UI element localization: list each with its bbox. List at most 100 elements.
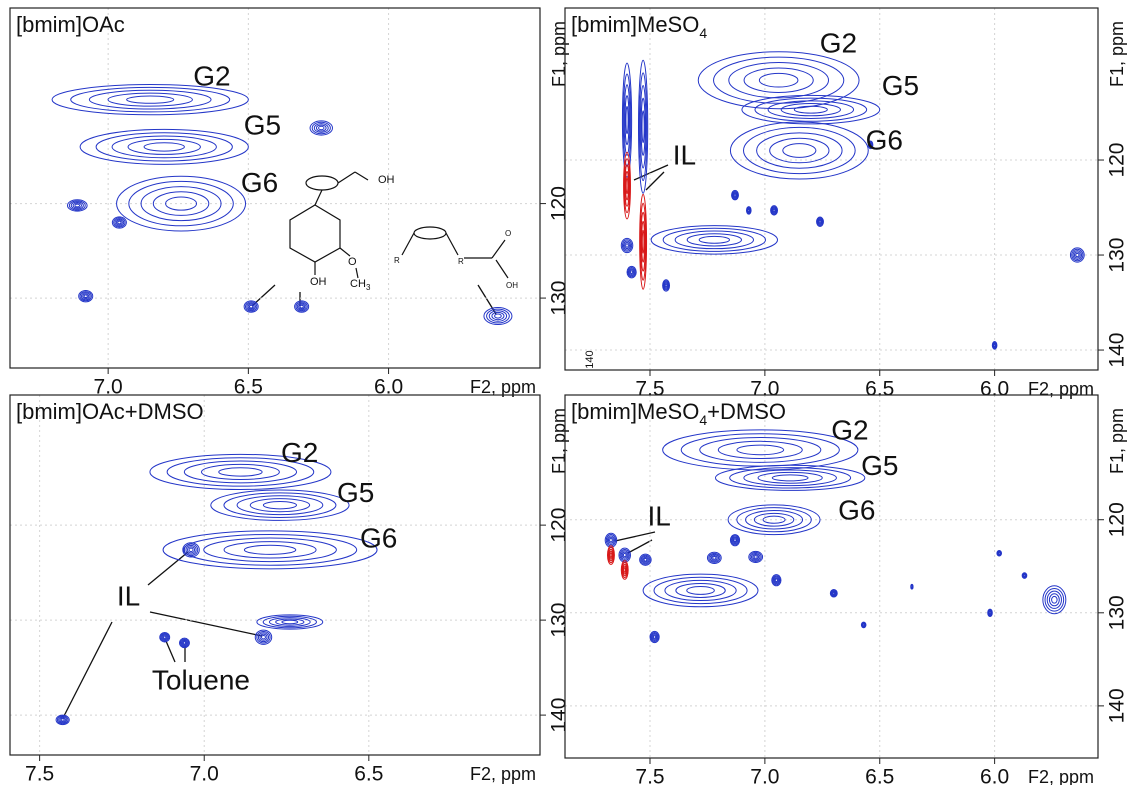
contour-level [223, 492, 337, 518]
contour-level [709, 553, 720, 562]
cross-peak [662, 279, 671, 292]
contour-level [60, 718, 65, 722]
cross-peak [771, 574, 782, 587]
contour-level [643, 557, 648, 562]
x-tick-label: 6.5 [234, 376, 263, 399]
x-tick-label: 7.0 [750, 766, 779, 785]
contour-level [630, 270, 634, 275]
contour-level [261, 635, 266, 640]
annotation: G2 [281, 437, 318, 468]
contour-level [769, 137, 830, 164]
structure-label: R [458, 257, 464, 266]
contour-level [262, 501, 298, 510]
contour-level [162, 634, 168, 640]
contour-level [180, 639, 189, 647]
cross-peak [149, 453, 332, 491]
x-tick-label: 6.5 [865, 766, 894, 785]
contour-level [606, 535, 616, 546]
contour-level [160, 632, 170, 642]
title-part: +DMSO [707, 399, 786, 424]
panel-title: [bmim]MeSO4 [571, 12, 707, 41]
contour-level [756, 132, 843, 169]
contour-level [114, 218, 125, 227]
cross-peak [829, 589, 838, 598]
cross-peak [254, 629, 273, 645]
annotation: G2 [820, 27, 857, 58]
plot-frame [564, 394, 1099, 759]
cross-peak [642, 573, 759, 608]
contour-level [627, 267, 636, 278]
annotation: IL [673, 140, 696, 171]
annotation: G6 [866, 124, 903, 155]
panel-title: [bmim]OAc [16, 12, 125, 37]
contour-level [770, 206, 778, 215]
contour-level [625, 170, 630, 201]
contour-level [988, 611, 992, 615]
contour-level [624, 164, 630, 207]
contour-level [638, 72, 648, 182]
title-part: [bmim]MeSO [571, 12, 699, 37]
contour-level [749, 551, 762, 562]
contour-level [728, 62, 830, 99]
panel: 7.5 7.0 6.5 6.0 120 130 140 F2, ppm F1, ppm [bmim… [564, 394, 1129, 785]
contour-level [997, 551, 1001, 555]
contour-level [817, 218, 823, 226]
contour-level [621, 551, 628, 559]
contour-level [869, 143, 872, 147]
contour-level [244, 301, 258, 312]
x-tick-label: 6.5 [865, 378, 894, 401]
y-tick-label: 120 [548, 186, 571, 221]
cross-peak [483, 307, 513, 326]
contour-level [731, 536, 739, 545]
x-tick-label: 6.0 [374, 376, 403, 399]
contour-level [622, 565, 627, 575]
contour-level [717, 440, 803, 460]
contour-level [757, 471, 823, 484]
contour-level [608, 550, 613, 560]
contour-level [641, 220, 646, 263]
cross-peak [162, 530, 378, 570]
contour-level [295, 301, 308, 312]
structure-label: CH [350, 278, 366, 290]
contour-level [318, 125, 325, 131]
contour-level [732, 537, 738, 544]
contour-level [750, 552, 761, 561]
contour-level [236, 495, 324, 516]
peaks [51, 84, 513, 326]
y-axis-label: F1, ppm [549, 408, 569, 474]
cross-peak [309, 120, 333, 136]
cross-peak [607, 545, 615, 565]
contour-level [188, 547, 194, 553]
title-part: [bmim]MeSO [571, 399, 699, 424]
contour-level [488, 310, 508, 322]
contour-level [699, 437, 822, 463]
contour-level [774, 578, 778, 583]
contour-level [257, 632, 270, 643]
contour-level [83, 294, 88, 299]
panel-title: [bmim]MeSO4+DMSO [571, 399, 786, 428]
cross-peak [1069, 247, 1085, 263]
x-axis-label: F2, ppm [1028, 767, 1094, 785]
contour-level [625, 177, 629, 195]
contour-level [771, 206, 777, 214]
contour-level [832, 591, 836, 595]
panel: 7.5 7.0 6.5 120 130 140 F2, ppm F1, ppm [bmim]OA… [9, 394, 571, 785]
contour-level [743, 126, 856, 175]
contour-level [831, 590, 837, 597]
contour-level [256, 630, 271, 644]
contour-level [165, 196, 198, 211]
contour-level [621, 561, 629, 579]
contour-level [609, 552, 613, 558]
contour-level [736, 444, 785, 456]
annotation: IL [117, 581, 140, 612]
contour-level [708, 552, 721, 563]
contour-level [818, 219, 822, 225]
plot-frame [564, 7, 1099, 371]
contour-level [729, 467, 852, 489]
contour-level [622, 552, 627, 558]
contour-level [1051, 595, 1058, 604]
contour-level [161, 633, 169, 641]
contour-level [713, 56, 845, 104]
contour-level [733, 538, 737, 543]
contour-level [745, 509, 804, 530]
